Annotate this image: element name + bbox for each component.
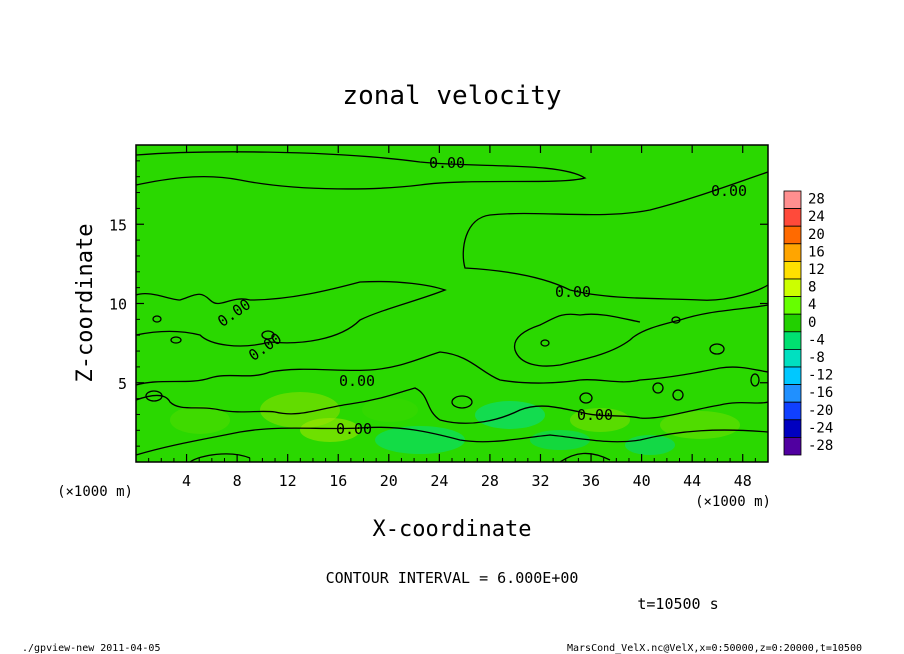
x-tick-label: 8: [233, 472, 242, 490]
field-patch: [362, 398, 418, 422]
colorbar-swatch: [783, 278, 802, 298]
colorbar-swatch: [783, 208, 802, 227]
contour-line: [671, 316, 681, 324]
x-right-unit: (×1000 m): [695, 494, 771, 510]
colorbar-label: -28: [808, 438, 833, 454]
contour-line: [170, 336, 182, 344]
y-tick-label: 5: [118, 375, 127, 393]
field-background: [136, 145, 768, 462]
contour-interval-text: CONTOUR INTERVAL = 6.000E+00: [326, 569, 579, 587]
x-tick-label: 24: [430, 472, 448, 490]
x-tick-label: 4: [182, 472, 191, 490]
x-left-unit: (×1000 m): [57, 484, 133, 500]
colorbar-label: -20: [808, 403, 833, 419]
colorbar-label: -24: [808, 420, 833, 436]
colorbar-swatch: [783, 243, 802, 262]
contour-label: 0.00: [555, 283, 591, 301]
field-patch: [530, 430, 590, 450]
contour-line: [261, 330, 275, 340]
colorbar-label: 8: [808, 280, 816, 296]
colorbar-swatch: [783, 296, 802, 315]
colorbar-label: -8: [808, 350, 825, 366]
contour-line: [750, 373, 760, 387]
colorbar-label: 20: [808, 227, 825, 243]
field-patch: [170, 406, 230, 434]
y-tick-label: 10: [109, 296, 127, 314]
chart-title: zonal velocity: [342, 81, 561, 111]
colorbar-label: 28: [808, 192, 825, 208]
colorbar-swatch: [783, 401, 802, 421]
contour-line: [189, 452, 611, 463]
x-tick-label: 32: [531, 472, 549, 490]
colorbar-label: 4: [808, 297, 816, 313]
colorbar-swatch: [783, 436, 802, 456]
colorbar-label: -12: [808, 368, 833, 384]
x-tick-label: 28: [481, 472, 499, 490]
contour-line: [152, 315, 162, 323]
colorbar-label: -4: [808, 332, 825, 348]
contour-line: [135, 387, 769, 424]
contour-label: 0.00: [336, 420, 372, 438]
contour-lines: [135, 151, 769, 463]
contour-line: [540, 339, 550, 347]
contour-label: 0.00: [429, 154, 465, 172]
x-tick-label: 36: [582, 472, 600, 490]
x-tick-label: 12: [279, 472, 297, 490]
contour-line: [451, 395, 473, 409]
x-ticks: 4 8 12 16 20 24 28 32 36 40 44 48: [148, 145, 756, 490]
y-ticks: 5 10 15: [109, 160, 768, 447]
field-patch: [300, 418, 360, 442]
y-tick-label: 15: [109, 216, 127, 234]
field-patch: [570, 408, 630, 432]
contour-line: [672, 389, 684, 401]
contour-line: [135, 351, 769, 386]
time-label: t=10500 s: [637, 595, 718, 613]
colorbar-swatch: [783, 366, 802, 386]
contour-line: [652, 382, 664, 394]
contour-line: [135, 151, 587, 190]
x-tick-label: 48: [734, 472, 752, 490]
colorbar-label: 16: [808, 244, 825, 260]
colorbar-swatch: [783, 260, 802, 280]
colorbar-label: -16: [808, 385, 833, 401]
contour-line: [462, 171, 769, 301]
colorbar-swatch: [783, 190, 802, 210]
colorbar-swatch: [783, 313, 802, 333]
colorbar-label: 12: [808, 262, 825, 278]
x-tick-label: 40: [633, 472, 651, 490]
contour-label: 0.00: [711, 182, 747, 200]
x-tick-label: 44: [683, 472, 701, 490]
contour-line: [145, 390, 163, 402]
contour-label: 0.00: [577, 406, 613, 424]
footer-left: ./gpview-new 2011-04-05: [22, 643, 160, 654]
contour-line: [135, 426, 769, 456]
contour-line: [135, 280, 447, 347]
field-patch: [375, 426, 465, 454]
colorbar-swatch: [783, 331, 802, 350]
colorbar-swatch: [783, 348, 802, 368]
field-patches: [170, 392, 740, 455]
colorbar-swatch: [783, 225, 802, 245]
colorbar-swatch: [783, 384, 802, 403]
contour-line: [709, 343, 725, 355]
contour-line: [579, 392, 593, 404]
contour-labels: 0.000.000.000.000.000.000.000.00: [214, 154, 747, 438]
x-tick-label: 20: [380, 472, 398, 490]
y-axis-label: Z-coordinate: [73, 224, 98, 383]
x-axis-label: X-coordinate: [373, 517, 532, 542]
contour-label: 0.00: [339, 372, 375, 390]
colorbar-swatch: [783, 419, 802, 438]
plot-area: 0.000.000.000.000.000.000.000.00 4 8 12 16 2…: [109, 144, 769, 490]
field-patch: [660, 411, 740, 439]
colorbar-label: 24: [808, 209, 825, 225]
colorbar-label: 0: [808, 315, 816, 331]
footer-right: MarsCond_VelX.nc@VelX,x=0:50000,z=0:2000…: [567, 643, 862, 654]
x-tick-label: 16: [329, 472, 347, 490]
